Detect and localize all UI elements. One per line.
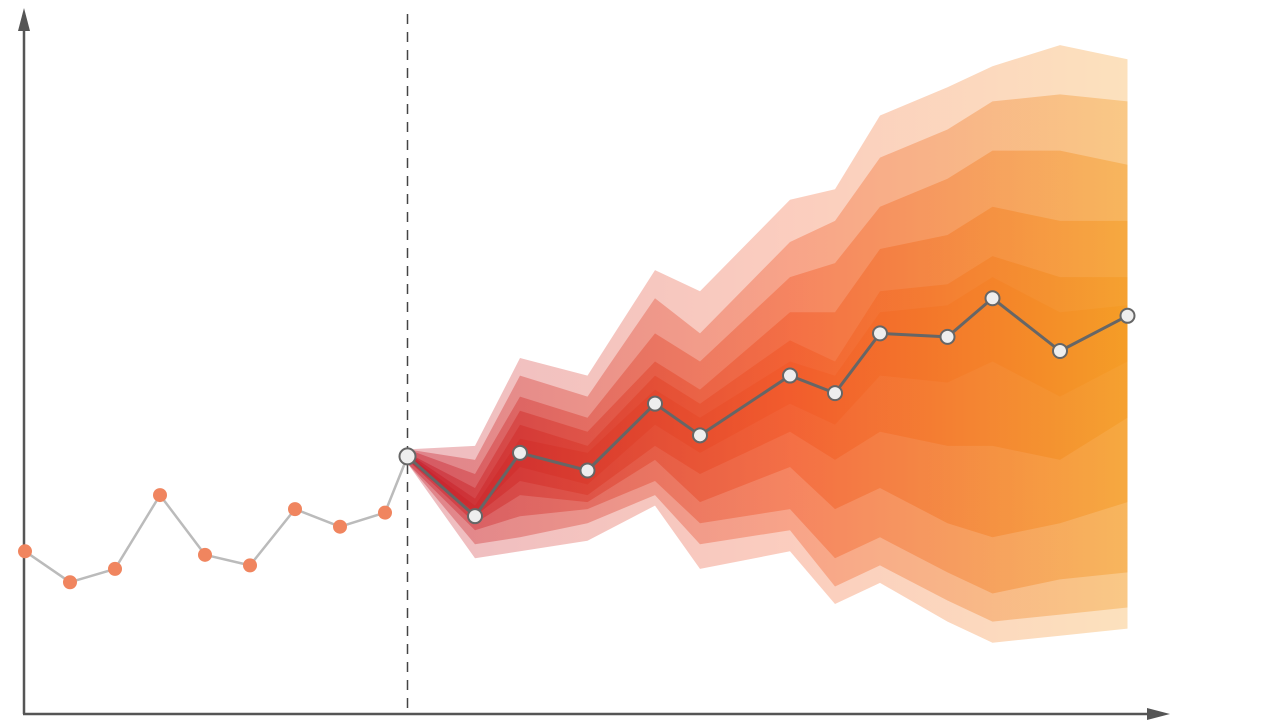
forecast-point-3 [579,462,596,479]
forecast-point-6 [782,367,798,384]
forecast-point-2 [512,444,528,461]
forecast-point-5 [692,427,708,444]
history-point-7 [288,502,302,517]
x-axis-arrow [1147,708,1170,720]
forecast-point-7 [827,385,843,402]
history-point-1 [18,544,32,559]
history-point-4 [153,488,167,503]
history-point-8 [333,519,347,534]
history-line [24,455,409,584]
forecast-point-10 [984,290,1001,307]
forecast-point-4 [647,395,663,412]
forecast-point-8 [872,325,888,342]
history-point-5 [198,547,212,562]
forecast-point-11 [1052,342,1068,359]
forecast-point-9 [939,328,956,345]
fade-overlay [1160,0,1280,720]
axes [18,8,1170,720]
history-point-9 [378,505,392,520]
forecast-point-1 [467,508,483,525]
forecast-origin-point [398,447,417,466]
fan-bands [407,45,1128,643]
forecast-point-12 [1119,307,1136,324]
y-axis-arrow [18,8,30,31]
history-point-6 [243,558,257,573]
history-point-2 [63,575,77,590]
history-point-3 [108,561,122,576]
forecast-series [398,290,1136,525]
history-series [18,455,409,590]
